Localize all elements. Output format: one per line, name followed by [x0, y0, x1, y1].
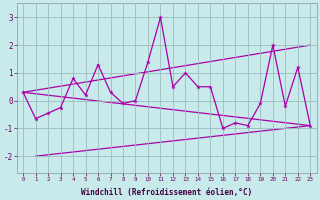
X-axis label: Windchill (Refroidissement éolien,°C): Windchill (Refroidissement éolien,°C) — [81, 188, 252, 197]
